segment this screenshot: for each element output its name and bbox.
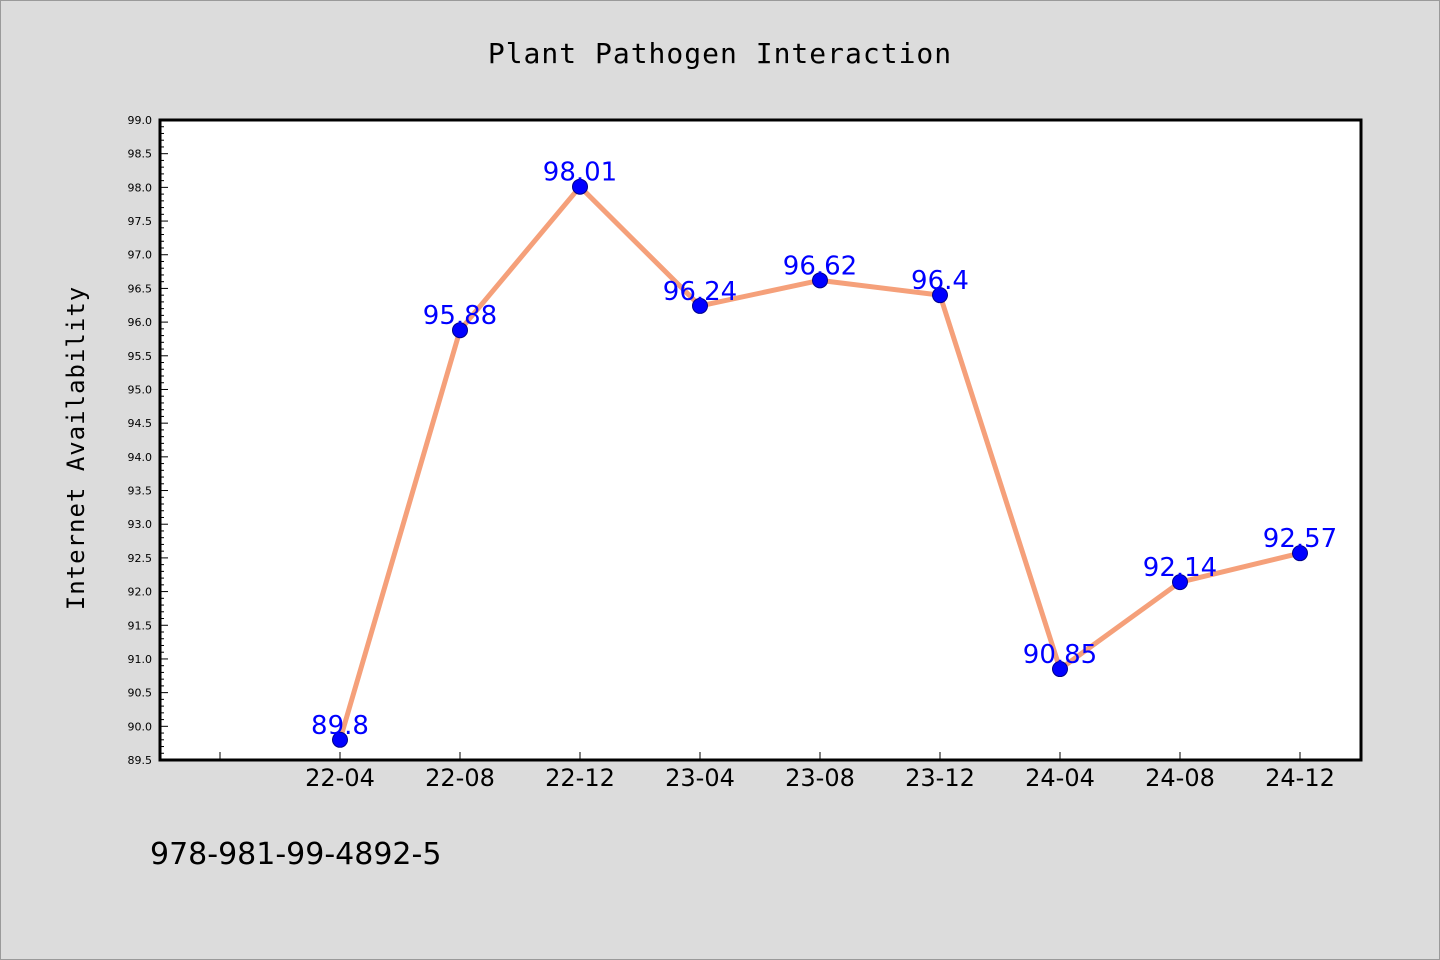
y-tick-label: 97.5 <box>128 215 153 228</box>
data-label: 92.14 <box>1143 553 1217 583</box>
data-point <box>932 287 948 304</box>
y-tick-label: 91.5 <box>128 619 153 632</box>
y-tick-label: 95.0 <box>128 383 153 396</box>
data-label: 95.88 <box>423 301 497 331</box>
data-label: 96.24 <box>663 277 737 307</box>
y-tick-label: 98.5 <box>128 148 153 161</box>
x-tick-label: 23-08 <box>785 764 855 792</box>
y-tick-label: 96.0 <box>128 316 153 329</box>
x-tick-label: 22-08 <box>425 764 495 792</box>
y-axis: 89.5 90.0 90.5 91.0 91.5 92.0 92.5 93.0 93.5 94.0… <box>128 114 168 767</box>
y-tick-label: 96.5 <box>128 282 153 295</box>
y-tick-label: 91.0 <box>128 653 153 666</box>
y-tick-label: 93.5 <box>128 485 153 498</box>
y-tick-label: 89.5 <box>128 754 153 767</box>
x-tick-label: 24-08 <box>1145 764 1215 792</box>
data-label: 96.62 <box>783 251 857 281</box>
data-label: 92.57 <box>1263 524 1337 554</box>
footnote-isbn: 978-981-99-4892-5 <box>150 837 441 872</box>
x-tick-label: 22-04 <box>305 764 375 792</box>
chart-title: Plant Pathogen Interaction <box>488 37 952 70</box>
y-tick-label: 95.5 <box>128 350 153 363</box>
data-point <box>1052 661 1068 678</box>
x-tick-label: 22-12 <box>545 764 615 792</box>
data-point <box>452 322 468 339</box>
y-tick-label: 99.0 <box>128 114 153 127</box>
x-tick-label: 24-12 <box>1265 764 1335 792</box>
data-point <box>332 731 348 748</box>
y-tick-label: 97.0 <box>128 249 153 262</box>
data-labels: 89.8 95.88 98.01 96.24 96.62 96.4 90.85 92.14 92… <box>311 158 1337 741</box>
data-point <box>1292 545 1308 562</box>
data-label: 89.8 <box>311 711 369 741</box>
data-point <box>812 272 828 289</box>
y-tick-label: 93.0 <box>128 518 153 531</box>
x-tick-label: 23-04 <box>665 764 735 792</box>
y-tick-label: 90.0 <box>128 720 153 733</box>
y-tick-label: 94.0 <box>128 451 153 464</box>
plot-area <box>158 118 1363 762</box>
data-point <box>1172 574 1188 591</box>
y-tick-label: 92.0 <box>128 586 153 599</box>
data-label: 98.01 <box>543 158 617 188</box>
y-tick-label: 92.5 <box>128 552 153 565</box>
data-point <box>692 297 708 314</box>
data-label: 90.85 <box>1023 640 1097 670</box>
x-tick-label: 24-04 <box>1025 764 1095 792</box>
y-tick-label: 90.5 <box>128 687 153 700</box>
x-tick-label: 23-12 <box>905 764 975 792</box>
data-point <box>572 178 588 195</box>
data-label: 96.4 <box>911 266 969 296</box>
y-tick-label: 98.0 <box>128 181 153 194</box>
y-axis-label: Internet Availability <box>62 286 90 610</box>
y-tick-label: 94.5 <box>128 417 153 430</box>
series-layer <box>332 178 1308 748</box>
x-axis: 22-04 22-08 22-12 23-04 23-08 23-12 24-04 24-08… <box>219 752 1335 792</box>
